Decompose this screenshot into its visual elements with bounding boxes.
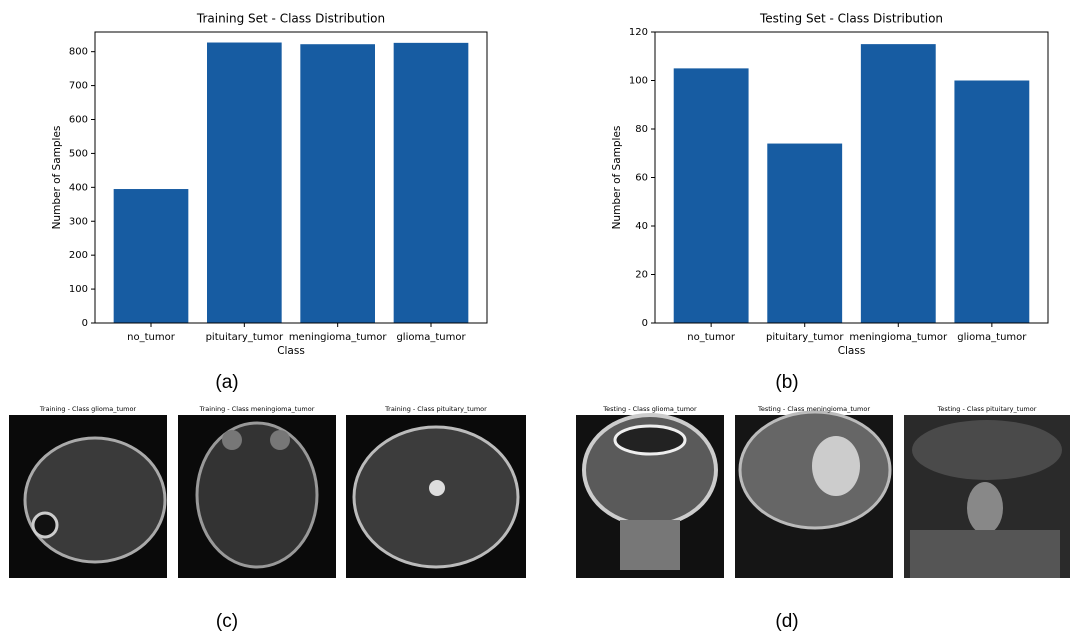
y-tick-label: 700 [69, 81, 88, 92]
x-tick-label: meningioma_tumor [289, 332, 388, 343]
panel-caption: (d) [775, 611, 798, 632]
bar [767, 144, 842, 323]
bar [207, 43, 282, 323]
y-axis-label: Number of Samples [51, 126, 63, 230]
y-tick-label: 0 [82, 318, 88, 329]
bar [300, 44, 375, 323]
y-axis-label: Number of Samples [611, 126, 623, 230]
x-tick-label: glioma_tumor [396, 332, 466, 343]
panel-caption: (b) [775, 372, 798, 393]
y-tick-label: 40 [635, 221, 648, 232]
y-tick-label: 20 [635, 270, 648, 281]
y-tick-label: 400 [69, 182, 88, 193]
bar [394, 43, 469, 323]
y-tick-label: 120 [629, 27, 648, 38]
x-axis-label: Class [838, 345, 866, 357]
x-axis-label: Class [277, 345, 305, 357]
x-tick-label: no_tumor [687, 332, 736, 343]
y-tick-label: 80 [635, 124, 648, 135]
bar [861, 44, 936, 323]
x-tick-label: pituitary_tumor [766, 332, 844, 343]
image-title: Training - Class glioma_tumor [39, 405, 137, 413]
y-tick-label: 600 [69, 115, 88, 126]
x-tick-label: meningioma_tumor [849, 332, 948, 343]
chart-title: Training Set - Class Distribution [196, 12, 385, 26]
x-tick-label: no_tumor [127, 332, 176, 343]
image-title: Training - Class pituitary_tumor [384, 405, 487, 413]
y-tick-label: 100 [69, 284, 88, 295]
y-tick-label: 300 [69, 216, 88, 227]
bar [114, 189, 189, 323]
image-title: Testing - Class meningioma_tumor [757, 405, 870, 413]
y-tick-label: 500 [69, 148, 88, 159]
x-tick-label: glioma_tumor [957, 332, 1027, 343]
figure: 0100200300400500600700800no_tumorpituita… [0, 0, 1073, 635]
panel-caption: (c) [216, 611, 238, 632]
mri-images [9, 412, 1070, 578]
y-tick-label: 100 [629, 76, 648, 87]
chart-title: Testing Set - Class Distribution [759, 12, 943, 26]
image-title: Testing - Class pituitary_tumor [937, 405, 1037, 413]
x-tick-label: pituitary_tumor [206, 332, 284, 343]
y-tick-label: 0 [642, 318, 648, 329]
bar [954, 81, 1029, 324]
bar [674, 68, 749, 323]
y-tick-label: 200 [69, 250, 88, 261]
image-title: Testing - Class glioma_tumor [602, 405, 697, 413]
y-tick-label: 800 [69, 47, 88, 58]
panel-caption: (a) [215, 372, 238, 393]
y-tick-label: 60 [635, 173, 648, 184]
image-title: Training - Class meningioma_tumor [199, 405, 315, 413]
